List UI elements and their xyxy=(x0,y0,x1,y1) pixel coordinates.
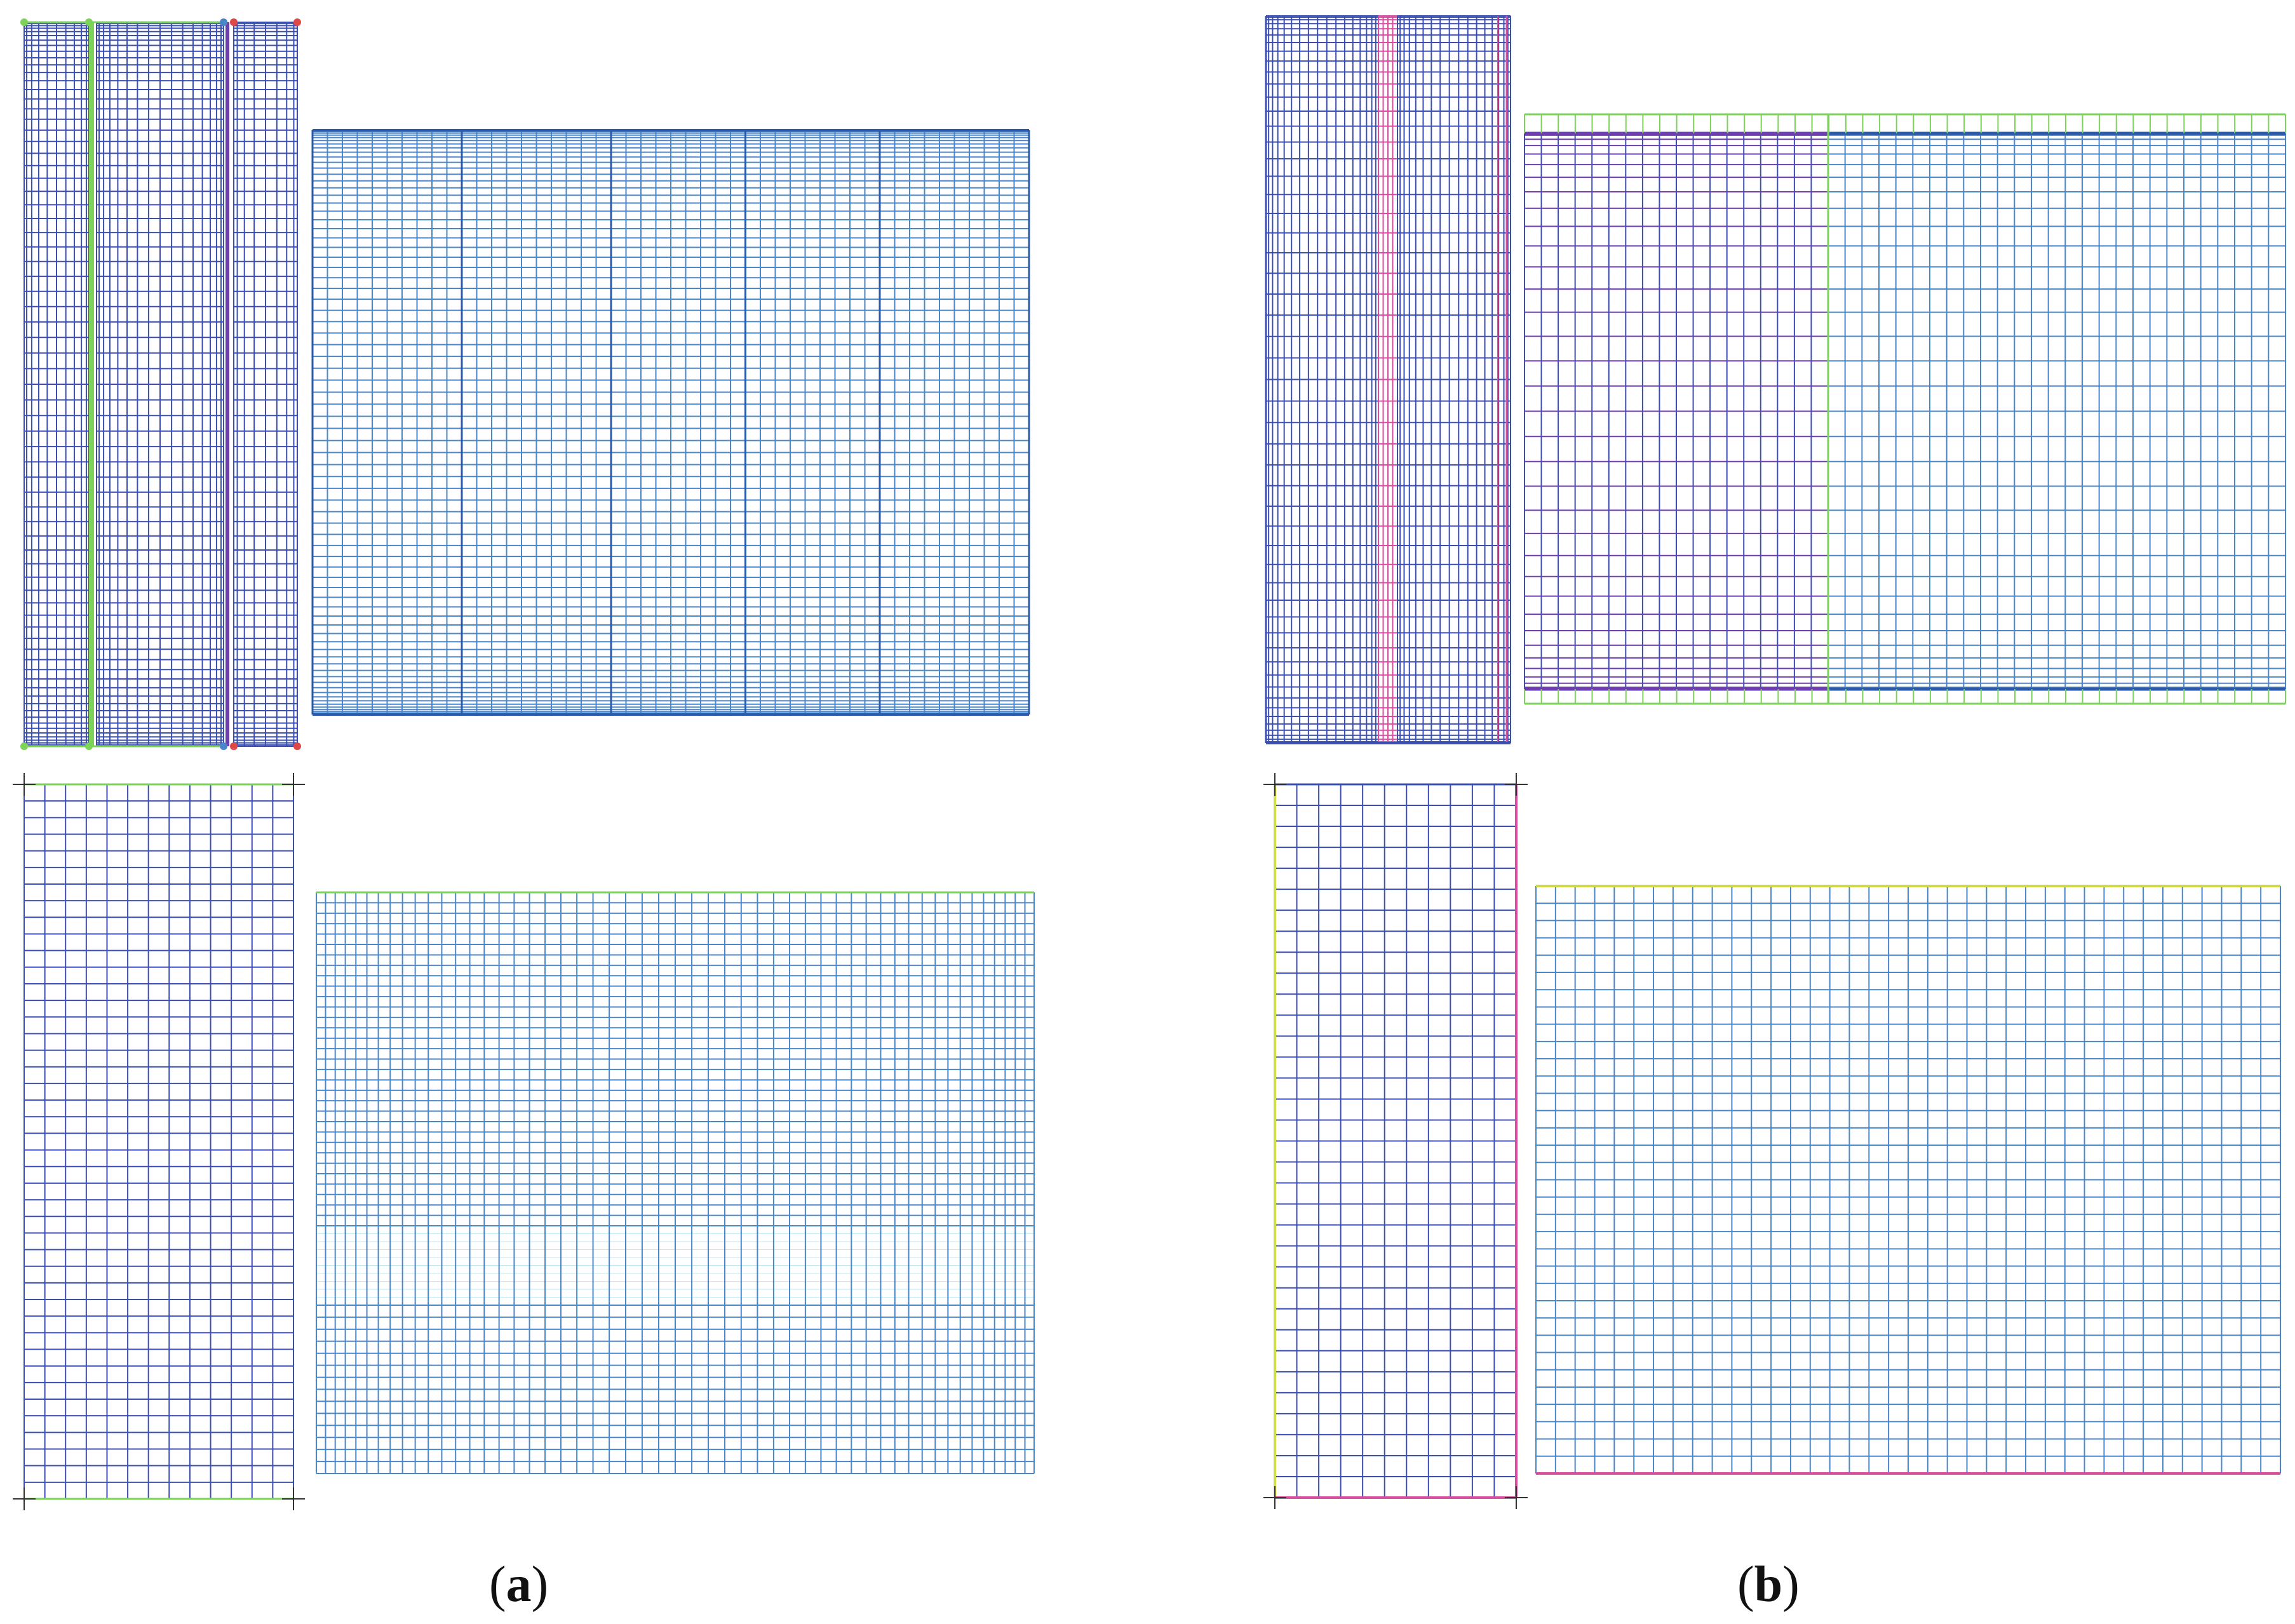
mesh-a-bottom-right xyxy=(316,891,1035,1474)
caption-a-letter: a xyxy=(506,1557,532,1613)
mesh-a-bottom-left xyxy=(13,773,305,1510)
mesh-b-top-right xyxy=(1524,113,2286,705)
caption-a: (a) xyxy=(489,1557,549,1613)
mesh-b-bottom-right xyxy=(1535,885,2281,1475)
caption-b: (b) xyxy=(1737,1557,1800,1613)
mesh-a-top-right xyxy=(311,129,1030,716)
mesh-b-top-left xyxy=(1265,15,1511,744)
mesh-a-top-left xyxy=(20,18,301,750)
caption-b-letter: b xyxy=(1754,1557,1783,1613)
mesh-b-bottom-left xyxy=(1263,773,1528,1509)
